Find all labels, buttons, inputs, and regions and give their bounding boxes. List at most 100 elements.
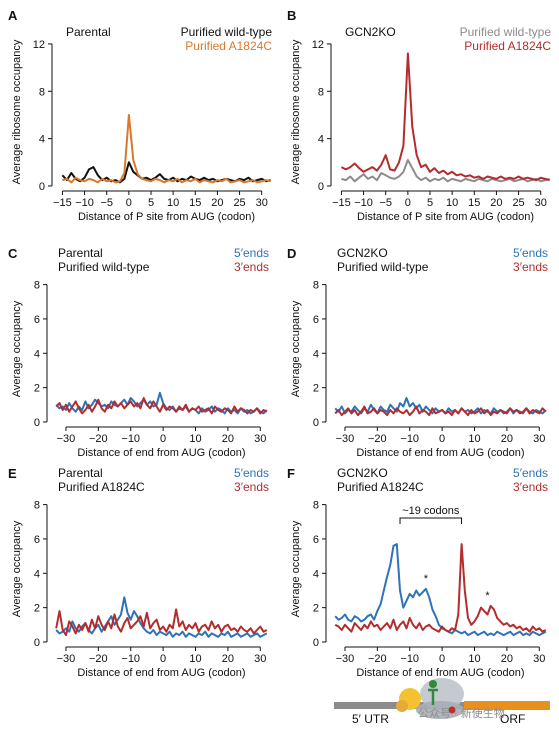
x-tick-label: 5 <box>148 197 154 209</box>
sample-label: GCN2KO <box>337 466 388 480</box>
condition-label: Purified wild-type <box>58 260 150 274</box>
x-tick-label: 10 <box>468 433 480 445</box>
orf-bar <box>464 701 550 710</box>
y-tick-label: 6 <box>34 314 40 326</box>
y-tick-label: 0 <box>313 637 319 649</box>
mrna-schematic: 5′ UTR ORF 公众号 · 新使生物 <box>334 678 550 726</box>
y-axis-label: Average ribosome occupancy <box>11 39 23 184</box>
y-tick-label: 0 <box>318 181 324 193</box>
panel-letter: E <box>8 466 17 481</box>
x-tick-label: −20 <box>368 433 387 445</box>
x-tick-label: 0 <box>126 197 132 209</box>
utr-label: 5′ UTR <box>352 712 389 726</box>
x-tick-label: 30 <box>256 197 268 209</box>
panel-c: C −30 −20 −10 0 10 20 30 0 2 4 6 8 Distance of end fr… <box>8 246 269 459</box>
watermark-text: 公众号 · 新使生物 <box>418 706 505 720</box>
sample-label: Parental <box>58 246 103 260</box>
x-tick-label: −10 <box>400 433 419 445</box>
x-tick-label: −30 <box>336 653 355 665</box>
panel-e: E −30 −20 −10 0 10 20 30 0 2 4 6 8 Distance of end fr… <box>8 466 269 679</box>
asterisk-marker: * <box>424 573 429 585</box>
y-axis-label: Average occupancy <box>11 300 23 397</box>
legend-entry: 3′ends <box>234 480 269 494</box>
series-line-3ends <box>55 397 268 415</box>
x-tick-label: 10 <box>167 197 179 209</box>
factor-dot-icon <box>448 706 456 714</box>
y-tick-label: 2 <box>313 383 319 395</box>
legend-entry: Purified A1824C <box>464 39 551 53</box>
x-tick-label: −20 <box>89 433 108 445</box>
x-tick-label: 15 <box>468 197 480 209</box>
ribosome-small-subunit-icon <box>416 701 464 719</box>
y-tick-label: 8 <box>34 280 40 292</box>
x-tick-label: −10 <box>121 433 140 445</box>
y-tick-label: 8 <box>313 280 319 292</box>
panel-letter: A <box>8 8 18 23</box>
x-tick-label: −30 <box>57 433 76 445</box>
bracket-label: ~19 codons <box>402 505 460 517</box>
panel-d: D −30 −20 −10 0 10 20 30 0 2 4 6 8 Distance of end fr… <box>287 246 548 459</box>
x-tick-label: 20 <box>222 433 234 445</box>
y-tick-label: 8 <box>39 86 45 98</box>
legend-entry: Purified A1824C <box>185 39 272 53</box>
y-axis-label: Average occupancy <box>290 520 302 617</box>
condition-label: Purified wild-type <box>337 260 429 274</box>
initiation-factor-small-icon <box>396 700 408 712</box>
sample-label: Parental <box>58 466 103 480</box>
x-tick-label: 20 <box>501 653 513 665</box>
y-tick-label: 6 <box>34 534 40 546</box>
y-tick-label: 0 <box>34 637 40 649</box>
y-tick-label: 12 <box>33 39 45 51</box>
legend-entry: 3′ends <box>513 480 548 494</box>
legend-entry: 5′ends <box>513 466 548 480</box>
x-axis-label: Distance of end from AUG (codon) <box>77 447 245 459</box>
x-tick-label: 30 <box>254 433 266 445</box>
x-tick-label: 0 <box>439 433 445 445</box>
x-tick-label: −10 <box>400 653 419 665</box>
sample-label: GCN2KO <box>345 25 396 39</box>
x-tick-label: 25 <box>512 197 524 209</box>
x-tick-label: 20 <box>501 433 513 445</box>
condition-label: Purified A1824C <box>337 480 424 494</box>
condition-label: Purified A1824C <box>58 480 145 494</box>
x-tick-label: −20 <box>89 653 108 665</box>
codon-bracket <box>399 517 463 524</box>
y-tick-label: 4 <box>313 568 319 580</box>
series-line-a1824c <box>62 114 271 184</box>
x-tick-label: 30 <box>533 433 545 445</box>
y-tick-label: 4 <box>34 568 40 580</box>
y-tick-label: 6 <box>313 314 319 326</box>
x-tick-label: 10 <box>189 653 201 665</box>
series-line-3ends <box>55 608 268 637</box>
x-tick-label: 30 <box>535 197 547 209</box>
y-axis-label: Average ribosome occupancy <box>290 39 302 184</box>
x-tick-label: −10 <box>121 653 140 665</box>
x-tick-label: 5 <box>427 197 433 209</box>
x-tick-label: 20 <box>211 197 223 209</box>
panel-letter: C <box>8 246 18 261</box>
legend-entry: Purified wild-type <box>181 25 273 39</box>
x-tick-label: 25 <box>233 197 245 209</box>
x-tick-label: −30 <box>336 433 355 445</box>
trna-loop-icon <box>429 680 437 688</box>
legend-entry: 5′ends <box>234 246 269 260</box>
y-tick-label: 8 <box>318 86 324 98</box>
x-tick-label: −10 <box>354 197 373 209</box>
legend-entry: 3′ends <box>234 260 269 274</box>
x-tick-label: 0 <box>405 197 411 209</box>
x-axis-label: Distance of end from AUG (codon) <box>77 667 245 679</box>
x-tick-label: −15 <box>332 197 351 209</box>
x-tick-label: 20 <box>222 653 234 665</box>
series-line-3ends <box>334 405 547 417</box>
x-axis-label: Distance of end from AUG (codon) <box>356 447 524 459</box>
panel-b: B −15 −10 −5 0 5 10 15 20 25 30 0 4 8 12 Distance of P … <box>287 8 551 223</box>
series-line-3ends <box>334 543 547 633</box>
x-tick-label: 30 <box>254 653 266 665</box>
legend-entry: 3′ends <box>513 260 548 274</box>
x-tick-label: 15 <box>189 197 201 209</box>
legend-entry: Purified wild-type <box>460 25 552 39</box>
x-tick-label: 0 <box>439 653 445 665</box>
y-tick-label: 0 <box>34 417 40 429</box>
series-line-a1824c <box>340 52 550 182</box>
